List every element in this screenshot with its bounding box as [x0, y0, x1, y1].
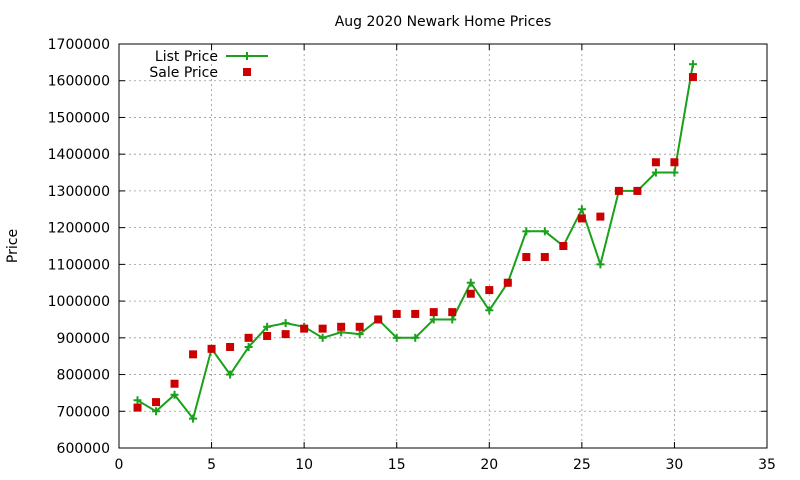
y-tick-label: 600000: [57, 441, 110, 457]
list-price-point: [152, 407, 161, 416]
sale-price-point: [281, 330, 290, 339]
sale-price-point: [503, 278, 512, 287]
sale-price-point: [670, 158, 679, 167]
y-tick-label: 700000: [57, 404, 110, 420]
sale-price-point: [429, 308, 438, 317]
x-tick-label: 25: [573, 457, 591, 473]
sale-price-point: [448, 308, 457, 317]
y-tick-label: 1200000: [48, 221, 110, 237]
y-tick-label: 1000000: [48, 294, 110, 310]
legend: List Price Sale Price: [149, 49, 268, 81]
sale-price-point: [337, 322, 346, 331]
sale-price-point: [133, 403, 142, 412]
y-tick-label: 1100000: [48, 257, 110, 273]
list-price-point: [189, 414, 198, 423]
y-tick-label: 1300000: [48, 184, 110, 200]
list-price-point: [596, 260, 605, 269]
sale-price-point: [244, 333, 253, 342]
sale-price-point: [559, 242, 568, 250]
axis-ticks: 0 5 10 15 20 25 30 35 600000 700000 800000 900000 10…: [48, 37, 776, 473]
list-price-point: [540, 227, 549, 236]
sale-price-point: [651, 158, 660, 167]
y-tick-label: 1400000: [48, 147, 110, 163]
sale-price-point: [577, 214, 586, 223]
sale-price-point: [300, 324, 309, 333]
sale-price-point: [355, 322, 364, 331]
legend-label-sale-price: Sale Price: [149, 65, 218, 81]
sale-price-point: [207, 344, 216, 353]
sale-price-point: [263, 331, 272, 340]
y-tick-label: 900000: [57, 331, 110, 347]
x-tick-label: 15: [388, 457, 406, 473]
list-price-point: [411, 333, 420, 342]
y-tick-label: 800000: [57, 368, 110, 384]
list-price-point: [448, 315, 457, 324]
list-price-point: [281, 319, 290, 328]
y-axis-label: Price: [5, 229, 21, 263]
list-price-point: [651, 168, 660, 177]
sale-price-point: [522, 253, 531, 262]
sale-price-point: [596, 212, 605, 221]
sale-price-point: [392, 309, 401, 318]
list-price-point: [522, 227, 531, 236]
x-tick-label: 5: [207, 457, 216, 473]
y-tick-label: 1500000: [48, 110, 110, 126]
list-price-point: [392, 333, 401, 342]
sale-price-point: [614, 186, 623, 195]
chart-title: Aug 2020 Newark Home Prices: [335, 14, 552, 30]
list-price-point: [263, 322, 272, 331]
list-price-point: [466, 278, 475, 287]
x-tick-label: 35: [758, 457, 776, 473]
list-price-point: [133, 396, 142, 405]
sale-price-point: [170, 379, 179, 388]
list-price-point: [170, 390, 179, 399]
x-tick-label: 20: [480, 457, 498, 473]
x-tick-label: 30: [666, 457, 684, 473]
list-price-point: [244, 343, 253, 351]
y-tick-label: 1700000: [48, 37, 110, 53]
series-layer: [133, 60, 697, 423]
sale-price-point: [226, 343, 235, 351]
list-price-point: [688, 60, 697, 69]
list-price-point: [429, 315, 438, 324]
list-price-point: [485, 306, 494, 315]
grid-lines: [119, 44, 767, 448]
legend-label-list-price: List Price: [155, 49, 218, 65]
sale-price-point: [189, 350, 198, 359]
x-tick-label: 0: [115, 457, 124, 473]
sale-price-point: [318, 324, 327, 333]
sale-price-point: [411, 309, 420, 318]
list-price-point: [226, 370, 235, 379]
sale-price-point: [374, 315, 383, 324]
sale-price-point: [688, 73, 697, 82]
legend-sale-price-swatch: [243, 68, 251, 76]
list-price-point: [577, 205, 586, 214]
sale-price-point: [466, 289, 475, 298]
list-price-point: [355, 330, 364, 339]
sale-price-point: [540, 253, 549, 262]
x-tick-label: 10: [295, 457, 313, 473]
plot-frame: [118, 43, 768, 449]
list-price-point: [318, 333, 327, 342]
sale-price-point: [152, 398, 161, 407]
list-price-point: [670, 168, 679, 177]
sale-price-point: [485, 286, 494, 295]
sale-price-point: [633, 186, 642, 195]
y-tick-label: 1600000: [48, 74, 110, 90]
